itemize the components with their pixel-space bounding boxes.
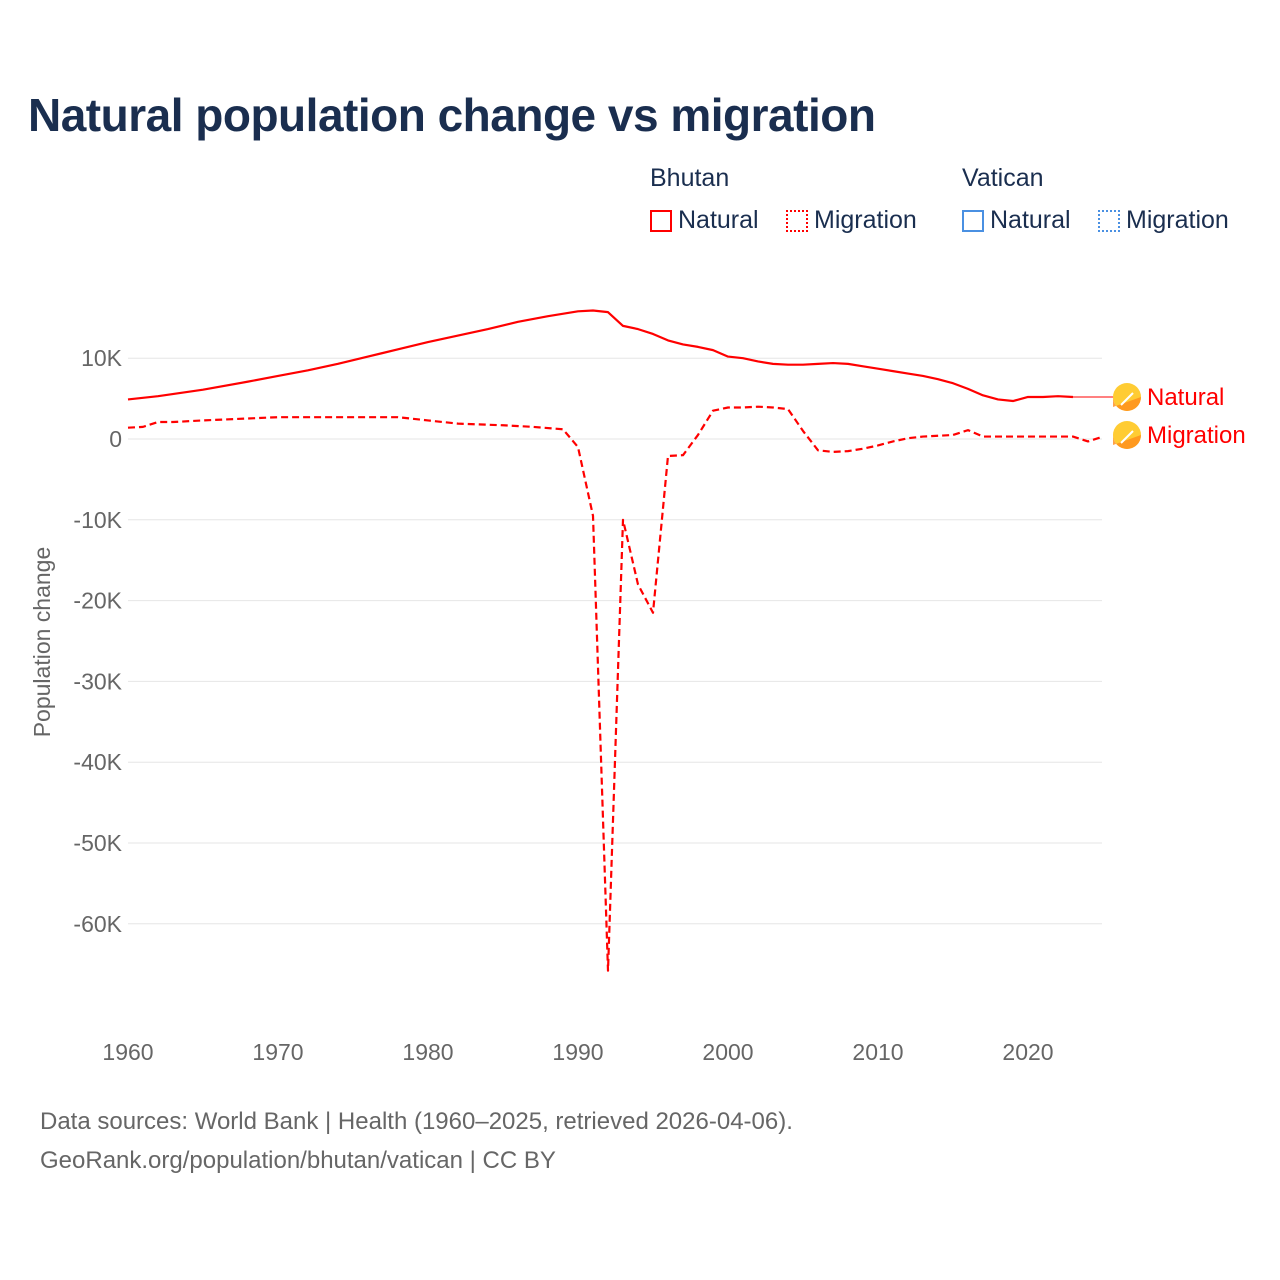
legend-label: Natural [990, 206, 1071, 234]
legend-group-bhutan: Bhutan [650, 164, 730, 192]
legend-bhutan-natural[interactable]: Natural [650, 206, 759, 235]
solid-swatch-icon [650, 209, 672, 232]
y-tick-label: -20K [73, 588, 122, 614]
data-source: Data sources: World Bank | Health (1960–… [40, 1108, 793, 1135]
legend-vatican-natural[interactable]: Natural [962, 206, 1071, 235]
bhutan-flag-icon [1113, 383, 1141, 411]
x-tick-label: 1970 [252, 1039, 303, 1065]
x-tick-label: 2010 [852, 1039, 903, 1065]
dotted-swatch-icon [1098, 209, 1120, 232]
series-end-label: Migration [1147, 422, 1246, 449]
legend-label: Natural [678, 206, 759, 234]
flag-circle [1113, 421, 1141, 449]
series-end-label: Natural [1147, 384, 1224, 411]
series-line-migration [127, 405, 1104, 972]
legend-label: Migration [814, 206, 917, 234]
y-tick-label: -40K [73, 749, 122, 775]
x-tick-label: 1980 [402, 1039, 453, 1065]
y-axis-label: Population change [29, 547, 55, 738]
dotted-swatch-icon [786, 209, 808, 232]
series-line-natural [127, 309, 1074, 403]
flag-half [1113, 435, 1141, 449]
chart-title: Natural population change vs migration [28, 89, 876, 141]
y-tick-label: -10K [73, 507, 122, 533]
y-tick-label: 10K [81, 345, 123, 371]
legend-vatican-migration[interactable]: Migration [1098, 206, 1229, 235]
y-tick-label: -50K [73, 830, 122, 856]
x-tick-label: 1990 [552, 1039, 603, 1065]
x-tick-label: 2020 [1002, 1039, 1053, 1065]
x-tick-label: 2000 [702, 1039, 753, 1065]
flag-half [1113, 397, 1141, 411]
solid-swatch-icon [962, 209, 984, 232]
dragon-mark [1120, 392, 1134, 406]
y-tick-label: -30K [73, 668, 122, 694]
legend-label: Migration [1126, 206, 1229, 234]
legend-group-vatican: Vatican [962, 164, 1044, 192]
dragon-mark [1120, 430, 1134, 444]
flag-circle [1113, 383, 1141, 411]
bhutan-flag-icon [1113, 421, 1141, 449]
y-tick-label: -60K [73, 911, 122, 937]
legend-bhutan-migration[interactable]: Migration [786, 206, 917, 235]
source-link[interactable]: GeoRank.org/population/bhutan/vatican | … [40, 1147, 556, 1174]
x-tick-label: 1960 [102, 1039, 153, 1065]
y-tick-label: 0 [109, 426, 122, 452]
